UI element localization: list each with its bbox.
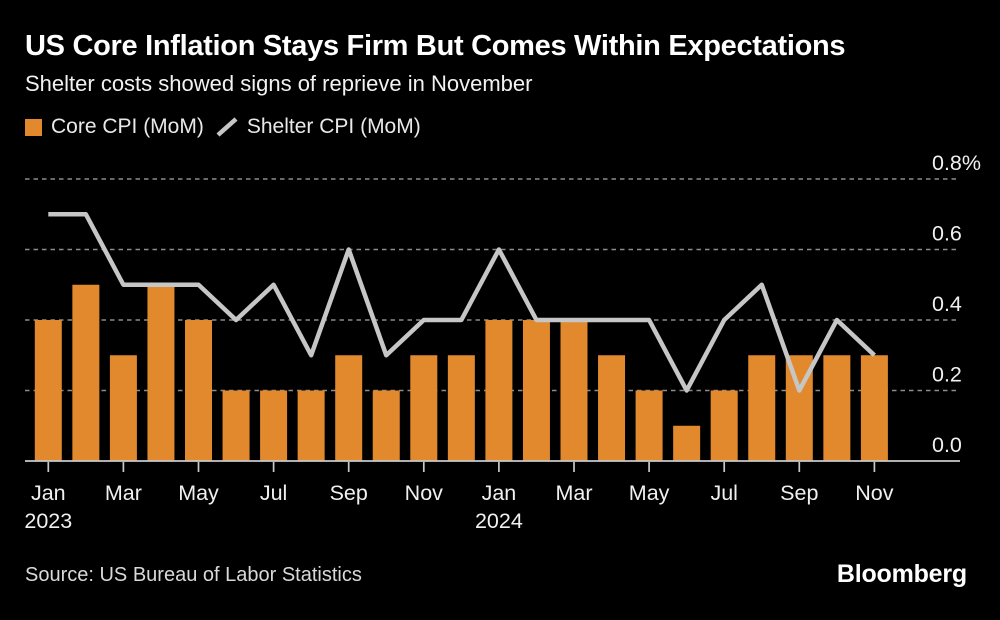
- x-axis-label: Jan: [482, 481, 517, 505]
- x-axis-year-label: 2024: [475, 509, 523, 533]
- y-axis-label: 0.4: [932, 292, 962, 316]
- legend-item-core-cpi: Core CPI (MoM): [25, 115, 204, 139]
- bar: [635, 390, 663, 461]
- legend-label: Core CPI (MoM): [51, 115, 204, 138]
- bar: [447, 355, 475, 461]
- bar: [710, 390, 738, 461]
- source-note: Source: US Bureau of Labor Statistics: [25, 564, 362, 586]
- x-axis-label: Nov: [405, 481, 443, 505]
- bar: [598, 355, 626, 461]
- y-axis-label: 0.0: [932, 433, 962, 457]
- x-axis-year-label: 2023: [24, 509, 72, 533]
- bar: [860, 355, 888, 461]
- x-axis-label: May: [629, 481, 670, 505]
- shelter-cpi-line: [48, 212, 876, 393]
- y-axis-label: 0.2: [932, 363, 962, 387]
- bar: [34, 320, 62, 461]
- bar: [748, 355, 776, 461]
- bar: [260, 390, 288, 461]
- bar: [109, 355, 137, 461]
- bar: [185, 320, 212, 461]
- bar: [72, 284, 100, 461]
- bar: [335, 355, 363, 461]
- bar: [522, 320, 550, 461]
- bar: [485, 320, 513, 461]
- x-axis-label: Jul: [710, 481, 737, 505]
- bar-swatch-icon: [25, 118, 42, 136]
- legend-label: Shelter CPI (MoM): [246, 115, 421, 138]
- x-axis-label: Mar: [105, 481, 142, 505]
- chart-title: US Core Inflation Stays Firm But Comes W…: [25, 30, 846, 62]
- chart-subtitle: Shelter costs showed signs of reprieve i…: [25, 71, 533, 96]
- x-axis-label: Nov: [855, 481, 893, 505]
- bar: [560, 320, 588, 461]
- bar: [222, 390, 250, 461]
- x-axis-label: Mar: [555, 481, 592, 505]
- bar: [147, 284, 175, 461]
- bar: [297, 390, 325, 461]
- legend-item-shelter-cpi: Shelter CPI (MoM): [216, 115, 421, 139]
- bar: [410, 355, 438, 461]
- y-axis-label: 0.8%: [932, 151, 981, 175]
- x-axis-label: Sep: [330, 481, 368, 505]
- bar: [823, 355, 851, 461]
- bar: [673, 425, 701, 461]
- x-axis-label: Jul: [260, 481, 287, 505]
- y-axis-label: 0.6: [932, 222, 962, 246]
- x-axis-label: May: [178, 481, 219, 505]
- line-swatch-icon: [216, 117, 238, 137]
- bloomberg-logo: Bloomberg: [836, 560, 967, 588]
- bar: [372, 390, 400, 461]
- legend: Core CPI (MoM) Shelter CPI (MoM): [25, 115, 421, 139]
- x-axis-label: Sep: [780, 481, 818, 505]
- x-axis-label: Jan: [31, 481, 66, 505]
